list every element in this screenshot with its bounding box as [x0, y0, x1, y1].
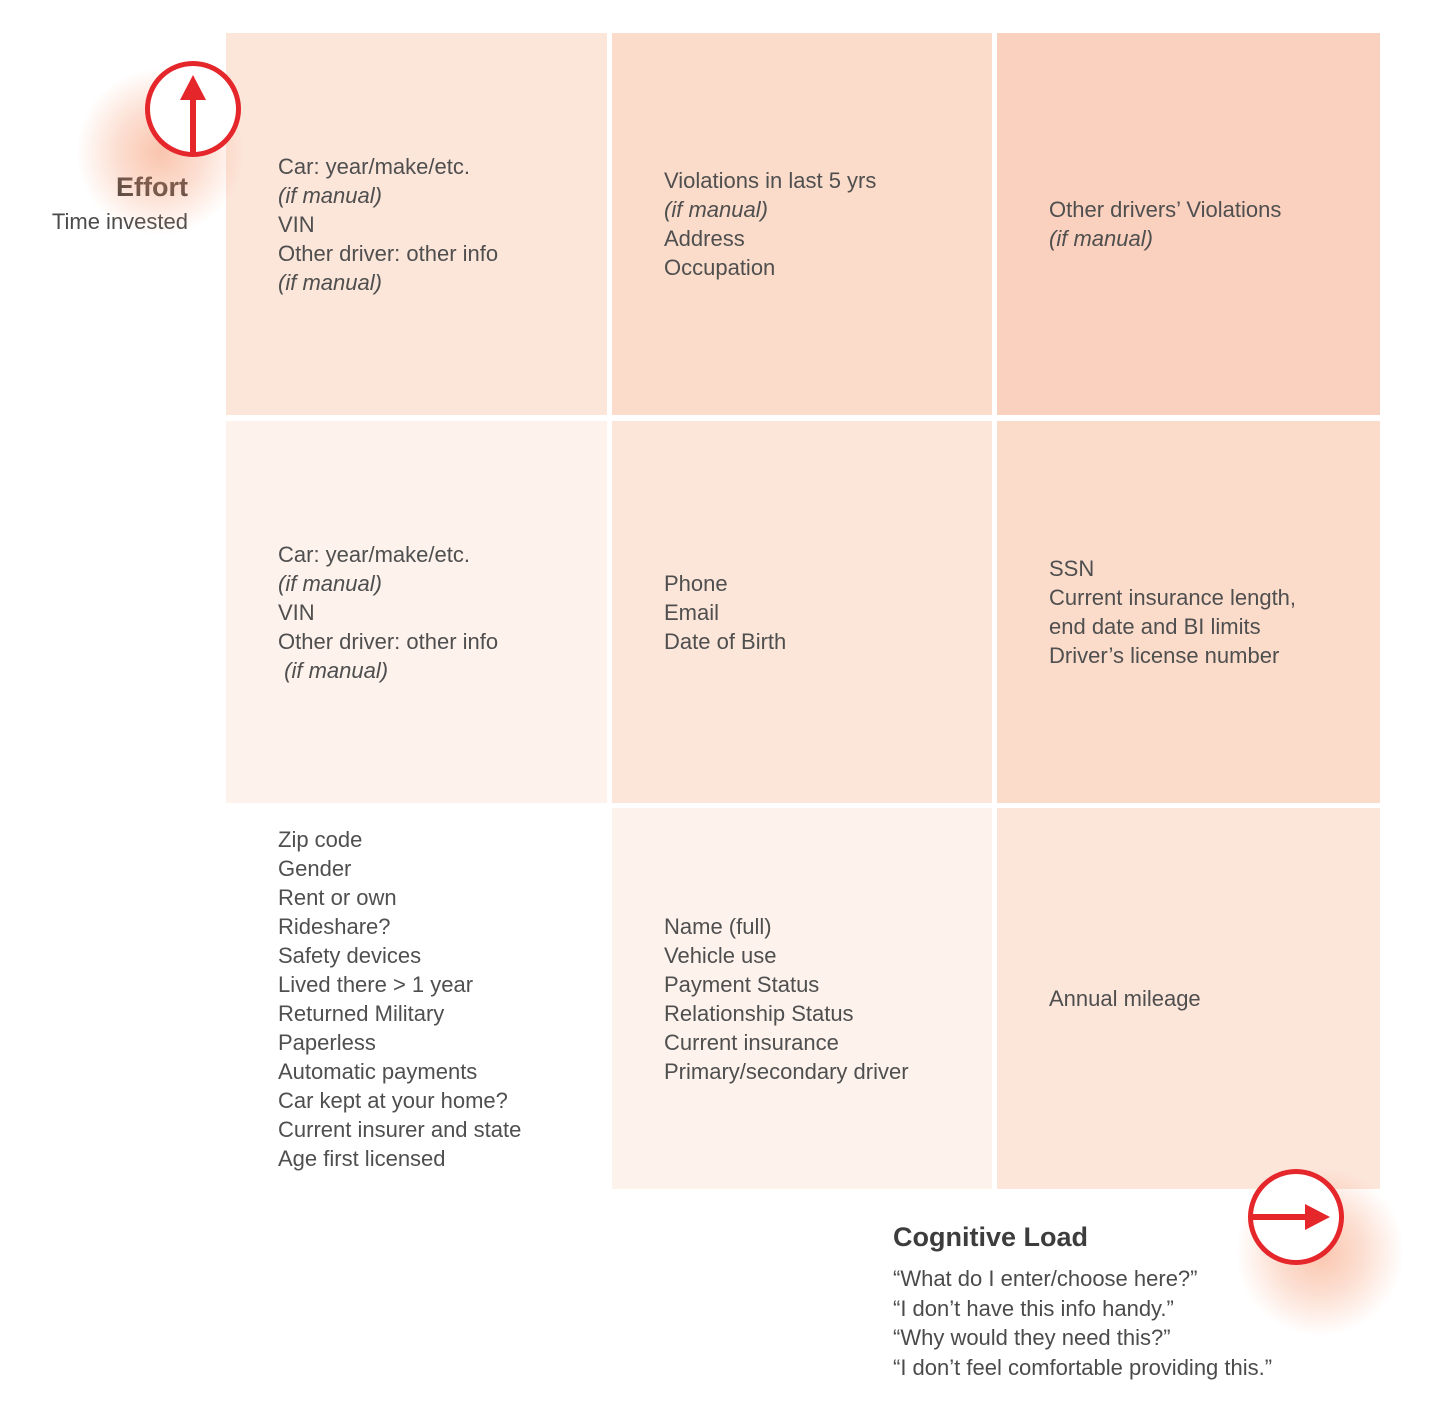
- cell-line: Other driver: other info: [278, 628, 499, 654]
- cell-line: Name (full): [664, 913, 772, 939]
- cell-line: Age first licensed: [278, 1145, 446, 1171]
- cell-line: Violations in last 5 yrs: [664, 168, 877, 193]
- cell-line: Current insurer and state: [278, 1116, 522, 1142]
- cell-line: Safety devices: [278, 942, 422, 968]
- cell-content: Name (full) Vehicle use Payment Status R…: [664, 912, 958, 1086]
- cell-line: (if manual): [278, 182, 382, 208]
- effort-title: Effort: [116, 172, 188, 202]
- effort-axis-label: Effort Time invested: [0, 172, 188, 234]
- cell-line: end date and BI limits: [1049, 614, 1261, 639]
- cell-line: Car: year/make/etc.: [278, 541, 470, 567]
- cell-line: (if manual): [664, 197, 768, 222]
- cell-line: Current insurance: [664, 1029, 839, 1055]
- cell-line: Other drivers’ Violations: [1049, 197, 1282, 222]
- cell-line: Zip code: [278, 826, 363, 852]
- cell-line: Car: year/make/etc.: [278, 153, 470, 179]
- cell-line: Phone: [664, 570, 728, 596]
- matrix-cell-r2c3: SSN Current insurance length, end date a…: [997, 421, 1380, 803]
- cell-line: (if manual): [278, 269, 382, 295]
- cell-line: Rideshare?: [278, 913, 391, 939]
- cell-line: (if manual): [1049, 226, 1153, 251]
- cell-line: SSN: [1049, 556, 1095, 581]
- effort-subtitle: Time invested: [51, 209, 188, 234]
- cell-line: Occupation: [664, 255, 776, 280]
- cell-line: Relationship Status: [664, 1000, 854, 1026]
- quote-line: “I don’t have this info handy.”: [893, 1295, 1174, 1321]
- cell-content: Car: year/make/etc. (if manual) VIN Othe…: [278, 152, 573, 297]
- cell-line: (if manual): [278, 657, 389, 683]
- cognitive-load-title: Cognitive Load: [893, 1222, 1088, 1252]
- effort-up-arrow-icon: [145, 61, 241, 157]
- matrix-cell-r3c1: Zip code Gender Rent or own Rideshare? S…: [226, 808, 607, 1189]
- cell-line: VIN: [278, 599, 315, 625]
- cell-content: SSN Current insurance length, end date a…: [1049, 554, 1346, 670]
- cognitive-load-quotes: “What do I enter/choose here?” “I don’t …: [893, 1264, 1363, 1382]
- cell-content: Zip code Gender Rent or own Rideshare? S…: [278, 825, 573, 1173]
- cell-line: Annual mileage: [1049, 986, 1201, 1011]
- cell-content: Violations in last 5 yrs (if manual) Add…: [664, 166, 958, 282]
- cell-line: Lived there > 1 year: [278, 971, 474, 997]
- matrix-cell-r1c3: Other drivers’ Violations (if manual): [997, 33, 1380, 415]
- cell-content: Annual mileage: [1049, 984, 1346, 1013]
- cell-line: Rent or own: [278, 884, 397, 910]
- cell-line: (if manual): [278, 570, 382, 596]
- cell-line: Address: [664, 226, 745, 251]
- cell-line: VIN: [278, 211, 315, 237]
- cell-line: Car kept at your home?: [278, 1087, 508, 1113]
- cell-content: Car: year/make/etc. (if manual) VIN Othe…: [278, 540, 573, 685]
- cell-line: Vehicle use: [664, 942, 777, 968]
- matrix-cell-r2c2: Phone Email Date of Birth: [612, 421, 992, 803]
- cell-line: Gender: [278, 855, 352, 881]
- cell-content: Phone Email Date of Birth: [664, 569, 958, 656]
- cell-content: Other drivers’ Violations (if manual): [1049, 195, 1346, 253]
- cognitive-load-right-arrow-icon: [1248, 1169, 1344, 1265]
- matrix-cell-r2c1: Car: year/make/etc. (if manual) VIN Othe…: [226, 421, 607, 803]
- cell-line: Driver’s license number: [1049, 643, 1280, 668]
- quote-line: “I don’t feel comfortable providing this…: [893, 1354, 1273, 1380]
- matrix-cell-r3c3: Annual mileage: [997, 808, 1380, 1189]
- cell-line: Other driver: other info: [278, 240, 499, 266]
- matrix-cell-r1c1: Car: year/make/etc. (if manual) VIN Othe…: [226, 33, 607, 415]
- cognitive-load-axis-label: Cognitive Load “What do I enter/choose h…: [893, 1222, 1363, 1382]
- cell-line: Primary/secondary driver: [664, 1058, 909, 1084]
- cell-line: Returned Military: [278, 1000, 445, 1026]
- cell-line: Automatic payments: [278, 1058, 478, 1084]
- cell-line: Date of Birth: [664, 628, 787, 654]
- matrix-cell-r1c2: Violations in last 5 yrs (if manual) Add…: [612, 33, 992, 415]
- cell-line: Paperless: [278, 1029, 376, 1055]
- cell-line: Current insurance length,: [1049, 585, 1297, 610]
- matrix-cell-r3c2: Name (full) Vehicle use Payment Status R…: [612, 808, 992, 1189]
- quote-line: “Why would they need this?”: [893, 1325, 1171, 1350]
- cell-line: Email: [664, 599, 720, 625]
- quote-line: “What do I enter/choose here?”: [893, 1266, 1198, 1291]
- cell-line: Payment Status: [664, 971, 820, 997]
